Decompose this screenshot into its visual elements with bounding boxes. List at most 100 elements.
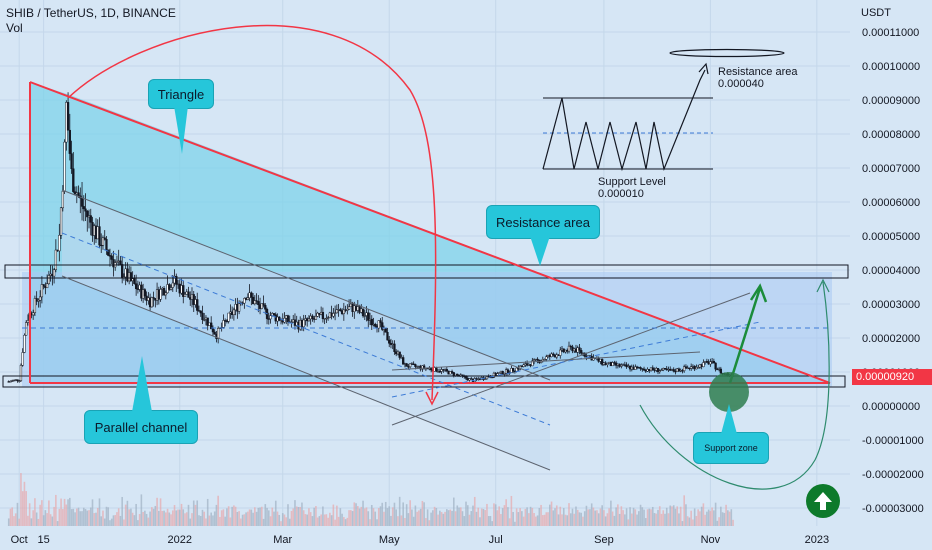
volume-bar [278,514,281,526]
volume-bar [121,496,123,526]
volume-bar [140,494,143,526]
volume-bar [505,499,507,526]
volume-bar [521,511,523,526]
volume-bar [295,506,298,526]
volume-bar [130,508,132,526]
x-tick-label: 2022 [168,534,192,546]
candle-body [384,327,387,333]
candle-body [84,208,87,212]
symbol-title[interactable]: SHIB / TetherUS, 1D, BINANCE [6,6,176,20]
volume-bar [243,514,246,526]
volume-bar [470,511,473,526]
candle-body [45,283,49,289]
red-arrow-head [425,391,439,406]
candle-body [110,255,113,260]
volume-bar [440,512,443,526]
volume-bar [535,516,537,526]
y-tick-label: 0.00008000 [862,129,920,141]
volume-bar [203,511,206,526]
volume-bar [41,500,43,526]
x-tick-label: Oct [11,534,28,546]
time-axis[interactable]: Oct 15 2022 Mar May Jul Sep Nov 2023 [11,534,829,546]
volume-bar [138,514,141,526]
candle-body [552,353,555,356]
candle-body [642,368,646,371]
volume-bar [39,504,41,526]
volume-bar [561,514,563,526]
volume-label[interactable]: Vol [6,21,23,35]
volume-bar [315,506,317,526]
volume-bar [131,512,134,526]
volume-bar [639,504,642,526]
volume-bar [576,509,579,526]
candle-body [496,373,499,376]
volume-bar [266,507,268,526]
candle-body [672,369,675,372]
candle-body [206,317,209,326]
volume-bar [493,503,495,526]
candle-body [16,379,19,382]
price-axis[interactable]: 0.00011000 0.00010000 0.00009000 0.00008000… [862,27,924,515]
candle-body [222,320,225,328]
arrow-up-circle-icon[interactable] [806,484,840,518]
candle-body [217,327,220,339]
volume-bar [447,510,450,526]
volume-bar [248,509,251,526]
volume-bar [189,518,192,526]
volume-bar [655,513,658,526]
volume-bar [350,510,352,526]
volume-bar [313,507,315,526]
parallel-channel-fill [62,190,550,470]
volume-bar [281,513,284,526]
volume-bar [463,516,466,526]
volume-bar [177,509,179,526]
volume-bar [727,510,729,526]
y-tick-label: 0.00009000 [862,95,920,107]
volume-bar [644,518,647,526]
volume-bar [175,510,178,526]
volume-bar [254,507,256,526]
volume-bar [60,498,62,526]
volume-bar [227,506,230,526]
volume-bar [452,497,455,526]
candle-body [246,297,249,300]
candle-body [363,315,366,317]
volume-bar [622,510,624,526]
candle-body [203,319,206,321]
candle-body [68,129,71,154]
volume-bar [638,511,640,526]
volume-bar [547,512,549,526]
candle-body [54,249,58,270]
candle-body [269,315,272,320]
volume-bar [412,516,415,526]
volume-bar [487,516,490,526]
volume-bar [393,502,396,526]
volume-bar [402,502,404,526]
y-tick-label: 0.00010000 [862,61,920,73]
volume-bar [273,511,275,526]
volume-bar [306,514,308,526]
volume-bar [213,511,216,526]
volume-bar [672,505,675,526]
volume-bar [590,503,593,526]
candle-body [18,380,21,382]
volume-bar [357,506,359,526]
volume-bar [215,504,218,526]
y-tick-label: 0.00007000 [862,163,920,175]
volume-bar [657,509,659,526]
volume-bar [653,513,656,526]
candle-body [70,153,73,170]
volume-bar [603,510,605,526]
volume-bar [329,512,331,526]
volume-bar [578,512,581,526]
volume-bar [81,511,83,526]
volume-bar [571,508,574,526]
volume-bar [234,506,237,526]
candle-body [567,345,571,352]
candle-body [311,315,314,319]
volume-bar [194,504,197,526]
volume-bar [173,505,176,526]
volume-bar [494,504,497,526]
volume-bar [641,507,644,526]
volume-bar [65,504,68,526]
